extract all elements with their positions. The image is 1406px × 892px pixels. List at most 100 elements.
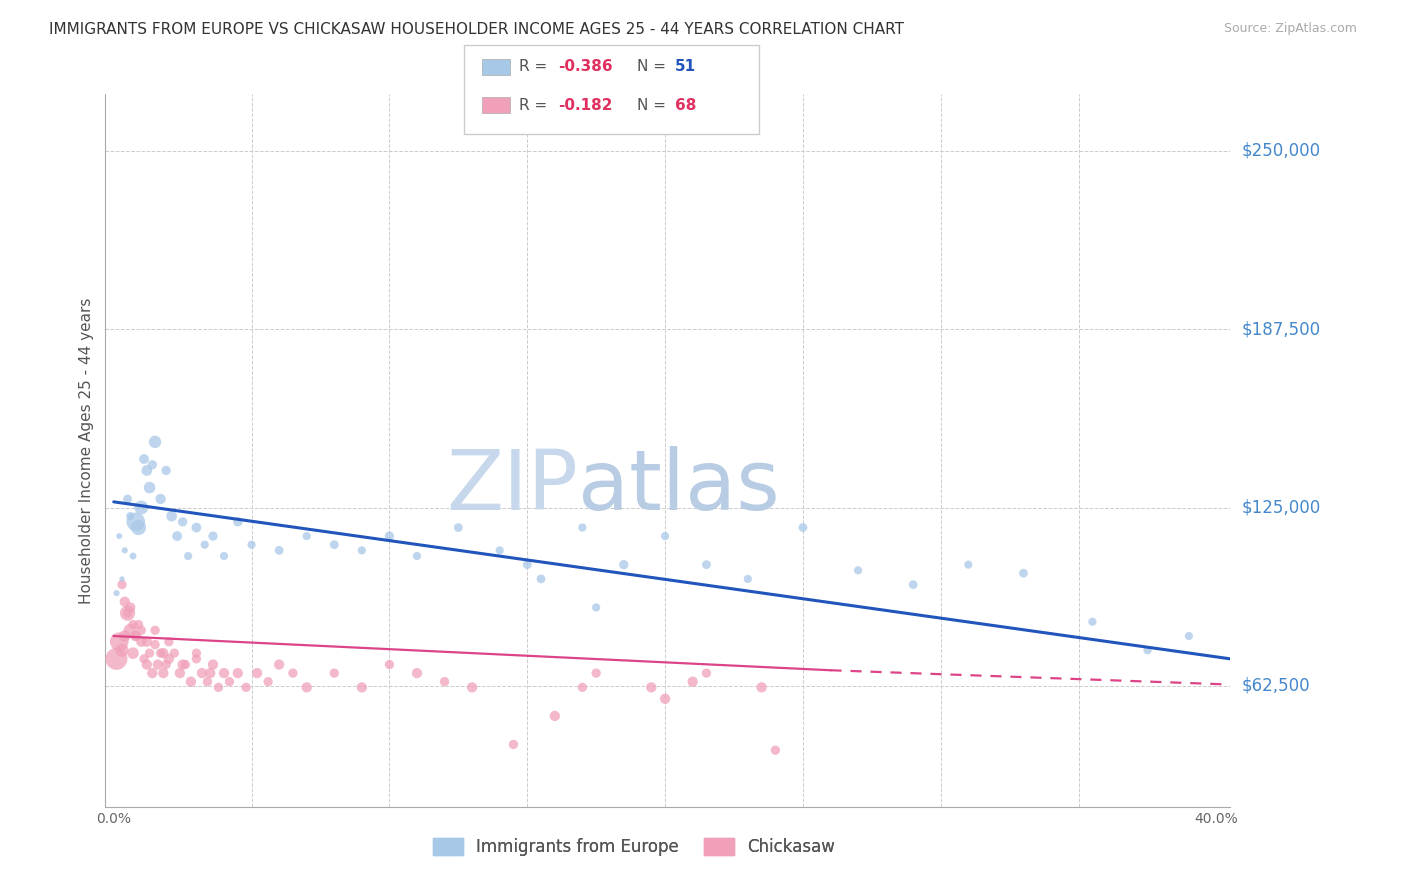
Point (201, 657, 224, 672)
Point (682, 674, 704, 689)
Y-axis label: Householder Income Ages 25 - 44 years: Householder Income Ages 25 - 44 years (79, 297, 94, 604)
Point (186, 652, 208, 666)
Point (295, 681, 318, 695)
Point (751, 681, 773, 695)
Point (1012, 566, 1035, 581)
Point (111, 643, 134, 657)
Point (654, 529, 676, 543)
Point (155, 657, 177, 672)
Point (111, 572, 134, 586)
Text: -0.182: -0.182 (558, 98, 613, 112)
Point (120, 600, 142, 615)
Point (1081, 615, 1104, 629)
Point (269, 657, 291, 672)
Text: N =: N = (637, 98, 666, 112)
Point (571, 681, 593, 695)
Point (120, 624, 142, 638)
Point (516, 558, 538, 572)
Point (201, 529, 224, 543)
Point (218, 674, 240, 689)
Point (120, 509, 142, 524)
Point (132, 452, 155, 467)
Point (350, 543, 373, 558)
Point (406, 549, 429, 563)
Text: R =: R = (519, 60, 547, 74)
Point (235, 681, 257, 695)
Point (406, 666, 429, 681)
Point (1136, 643, 1159, 657)
Point (152, 666, 174, 681)
Point (640, 681, 662, 695)
Text: 51: 51 (675, 60, 696, 74)
Point (585, 666, 607, 681)
Point (585, 600, 607, 615)
Point (129, 634, 152, 648)
Point (174, 657, 197, 672)
Point (226, 515, 249, 529)
Point (197, 674, 219, 689)
Point (323, 666, 346, 681)
Point (654, 691, 676, 706)
Point (152, 646, 174, 660)
Point (792, 520, 814, 534)
Point (135, 634, 157, 648)
Text: IMMIGRANTS FROM EUROPE VS CHICKASAW HOUSEHOLDER INCOME AGES 25 - 44 YEARS CORREL: IMMIGRANTS FROM EUROPE VS CHICKASAW HOUS… (49, 22, 904, 37)
Point (128, 617, 150, 632)
Point (143, 638, 166, 652)
Point (212, 666, 235, 681)
Point (149, 646, 172, 660)
Text: $62,500: $62,500 (1241, 677, 1310, 695)
Point (166, 529, 188, 543)
Point (488, 543, 510, 558)
Point (138, 646, 160, 660)
Point (114, 595, 136, 609)
Point (544, 709, 567, 723)
Point (172, 657, 194, 672)
Text: -0.386: -0.386 (558, 60, 613, 74)
Point (157, 652, 180, 666)
Point (212, 549, 235, 563)
Point (128, 520, 150, 534)
Point (122, 617, 145, 632)
Point (143, 624, 166, 638)
Point (125, 629, 148, 643)
Point (160, 509, 183, 524)
Point (114, 543, 136, 558)
Point (207, 681, 229, 695)
Point (200, 666, 222, 681)
Point (695, 666, 717, 681)
Point (846, 563, 869, 577)
Point (141, 458, 163, 472)
Point (269, 543, 291, 558)
Point (122, 549, 145, 563)
Point (132, 652, 155, 666)
Point (350, 681, 373, 695)
Point (105, 652, 128, 666)
Point (108, 529, 131, 543)
Point (177, 549, 200, 563)
Text: $125,000: $125,000 (1241, 499, 1320, 516)
Point (295, 529, 318, 543)
Point (146, 657, 169, 672)
Point (180, 674, 202, 689)
Text: atlas: atlas (578, 446, 779, 526)
Text: N =: N = (637, 60, 666, 74)
Point (378, 529, 401, 543)
Point (129, 500, 152, 515)
Point (111, 577, 134, 591)
Point (191, 666, 214, 681)
Point (226, 666, 249, 681)
Point (155, 463, 177, 477)
Point (281, 666, 304, 681)
Point (117, 606, 139, 620)
Point (903, 577, 925, 591)
Point (114, 629, 136, 643)
Point (530, 572, 553, 586)
Point (461, 681, 484, 695)
Point (186, 646, 208, 660)
Point (433, 674, 456, 689)
Point (125, 515, 148, 529)
Point (240, 538, 263, 552)
Point (138, 481, 160, 495)
Point (737, 572, 759, 586)
